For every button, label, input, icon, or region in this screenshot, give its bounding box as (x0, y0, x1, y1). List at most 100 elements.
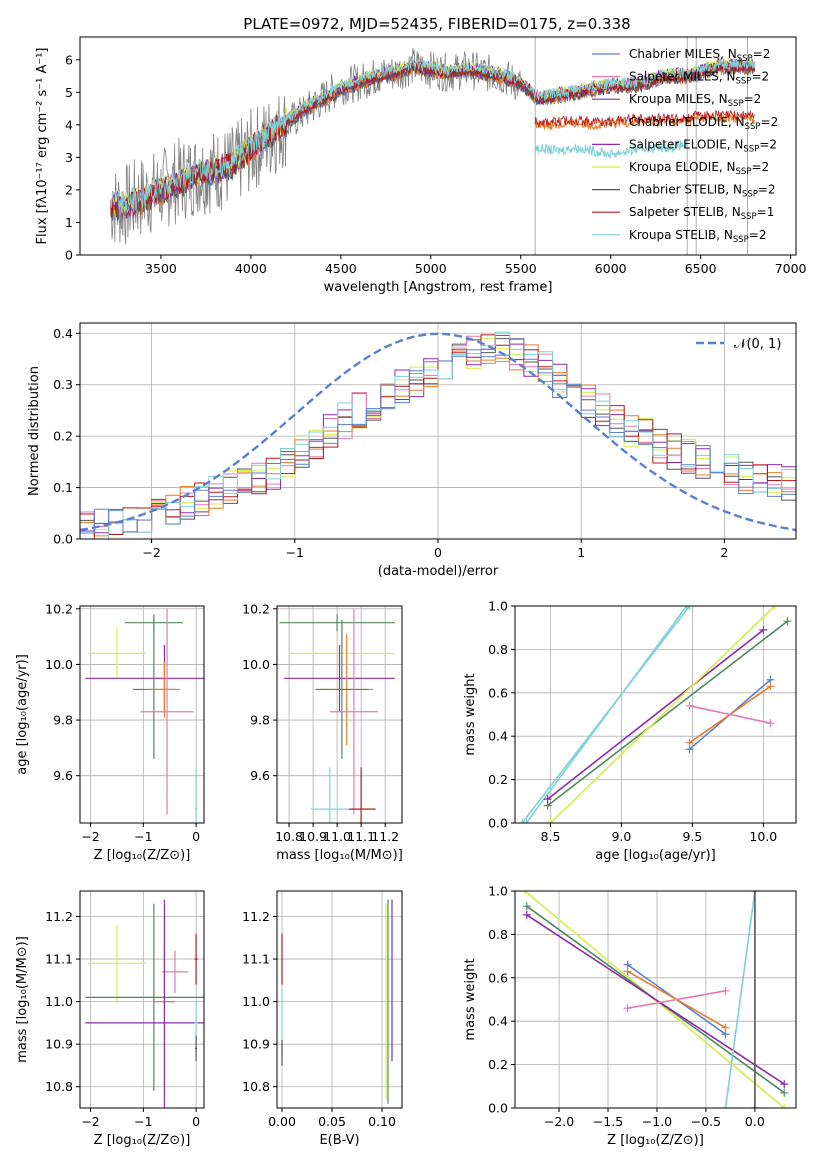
weight-marker (750, 891, 759, 895)
axes-frame (276, 605, 403, 824)
legend-label: Salpeter ELODIE, NSSP=2 (629, 137, 777, 154)
x-axis-label: mass [log₁₀(M/M⊙)] (276, 848, 403, 863)
y-tick-label: 9.8 (53, 713, 73, 728)
y-tick-label: 11.1 (45, 952, 73, 967)
x-tick-label: 7000 (775, 261, 807, 276)
axes: 8.5 9.0 9.5 10.0 0.0 0.2 0.4 0.6 0.8 1.0 age [log₁… (463, 599, 797, 863)
weight-line (543, 625, 768, 804)
legend-label: Chabrier MILES, NSSP=2 (629, 47, 770, 64)
errorbar-point (148, 661, 181, 718)
error-bars (281, 899, 393, 1104)
errorbar-point (85, 899, 204, 1108)
legend-label: Kroupa STELIB, NSSP=2 (629, 228, 767, 245)
weight-marker (546, 819, 555, 823)
y-tick-label: 0.6 (488, 685, 508, 700)
y-tick-label: 4 (65, 117, 73, 132)
y-axis-label: Normed distribution (27, 366, 42, 496)
errorbar-point (87, 925, 146, 1002)
x-tick-label: −2 (142, 545, 160, 560)
weight-marker (759, 625, 768, 634)
legend-label: Kroupa MILES, NSSP=2 (629, 92, 761, 109)
x-axis-label: wavelength [Angstrom, rest frame] (324, 280, 553, 295)
x-tick-label: 3500 (145, 261, 177, 276)
x-tick-label: 10.0 (749, 829, 777, 844)
legend-label: Chabrier ELODIE, NSSP=2 (629, 115, 778, 132)
y-tick-label: 3 (65, 150, 73, 165)
y-tick-label: 10.0 (242, 657, 270, 672)
y-tick-label: 0.8 (488, 642, 508, 657)
x-tick-label: −1 (134, 829, 152, 844)
panel-spectrum: 3500 4000 4500 5000 5500 6000 6500 7000 0 1 2 3 4 5 6 w… (35, 36, 807, 295)
axes: −2 −1 0 9.6 9.8 10.0 10.2 Z [log₁₀(Z/Z⊙)] age [l… (15, 601, 205, 863)
x-tick-label: 0.05 (318, 1114, 346, 1129)
axes-frame (276, 890, 403, 1109)
weight-marker (685, 701, 694, 710)
axes: −2 −1 0 10.8 10.9 11.0 11.1 11.2 Z [log₁₀(Z/Z⊙)]… (15, 890, 205, 1148)
x-tick-label: 10.8 (275, 829, 303, 844)
y-tick-label: 1.0 (488, 599, 508, 614)
weight-line (750, 891, 759, 1108)
y-tick-label: 5 (65, 85, 73, 100)
axes-frame (79, 605, 205, 824)
errorbar-point (161, 950, 189, 994)
weight-marker (522, 902, 531, 911)
x-axis-label: Z [log₁₀(Z/Z⊙)] (94, 848, 191, 863)
y-tick-label: 11.1 (242, 952, 270, 967)
x-tick-label: 0.10 (368, 1114, 396, 1129)
axes-frame (514, 605, 797, 824)
x-axis-label: (data-model)/error (378, 564, 499, 579)
x-axis-label: Z [log₁₀(Z/Z⊙)] (94, 1133, 191, 1148)
y-tick-label: 2 (65, 182, 73, 197)
weight-marker (543, 795, 552, 804)
x-tick-label: −2 (81, 1114, 99, 1129)
y-tick-label: 0.2 (488, 1057, 508, 1072)
model-line-mid-branch-2 (534, 109, 755, 128)
x-tick-label: 6500 (685, 261, 717, 276)
x-axis-label: E(B-V) (319, 1133, 359, 1148)
x-tick-label: −1 (134, 1114, 152, 1129)
y-tick-label: 10.8 (242, 1079, 270, 1094)
y-tick-label: 0.8 (488, 927, 508, 942)
weight-marker (770, 606, 779, 610)
y-tick-label: 0.1 (53, 480, 73, 495)
y-tick-label: 11.0 (45, 994, 73, 1009)
y-tick-label: 10.0 (45, 657, 73, 672)
y-tick-label: 0.2 (488, 772, 508, 787)
histogram-kroupa_miles (80, 334, 796, 534)
weight-marker (522, 819, 531, 823)
x-tick-label: 11.1 (347, 829, 375, 844)
x-tick-label: 9.5 (682, 829, 702, 844)
figure-title: PLATE=0972, MJD=52435, FIBERID=0175, z=0… (243, 15, 630, 33)
y-tick-label: 10.9 (242, 1037, 270, 1052)
plot-area (277, 606, 402, 823)
y-tick-label: 11.2 (45, 909, 73, 924)
x-tick-label: 10.9 (299, 829, 327, 844)
y-tick-label: 1 (65, 215, 73, 230)
errorbar-point (195, 1035, 198, 1062)
weight-marker (623, 1004, 632, 1013)
axes: 3500 4000 4500 5000 5500 6000 6500 7000 0 1 2 3 4 5 6 w… (35, 36, 807, 295)
weight-line-path (724, 891, 756, 1108)
axes-frame (514, 890, 797, 1109)
y-tick-label: 1.0 (488, 884, 508, 899)
x-tick-label: 2 (720, 545, 728, 560)
axes-frame (79, 890, 205, 1109)
panel-mass-vs-ebv: 0.00 0.05 0.10 10.8 10.9 11.0 11.1 11.2 E(B-V) (242, 890, 403, 1148)
x-tick-label: 0.0 (745, 1114, 765, 1129)
y-tick-label: 0 (65, 248, 73, 263)
y-tick-label: 0.2 (53, 429, 73, 444)
weight-marker (682, 606, 691, 610)
y-tick-label: 10.2 (242, 601, 270, 616)
panel-age-vs-Z: −2 −1 0 9.6 9.8 10.0 10.2 Z [log₁₀(Z/Z⊙)] age [l… (15, 601, 205, 863)
plot-area (80, 606, 204, 823)
y-axis-label: mass [log₁₀(M/M⊙)] (15, 936, 30, 1063)
y-tick-label: 9.8 (250, 713, 270, 728)
x-tick-label: −0.5 (691, 1114, 721, 1129)
legend-label: Salpeter STELIB, NSSP=1 (629, 205, 774, 222)
x-tick-label: 5500 (505, 261, 537, 276)
errorbar-point (315, 619, 369, 760)
x-tick-label: −1.0 (642, 1114, 672, 1129)
errorbar-point (284, 644, 395, 712)
weight-line-path (549, 606, 776, 823)
